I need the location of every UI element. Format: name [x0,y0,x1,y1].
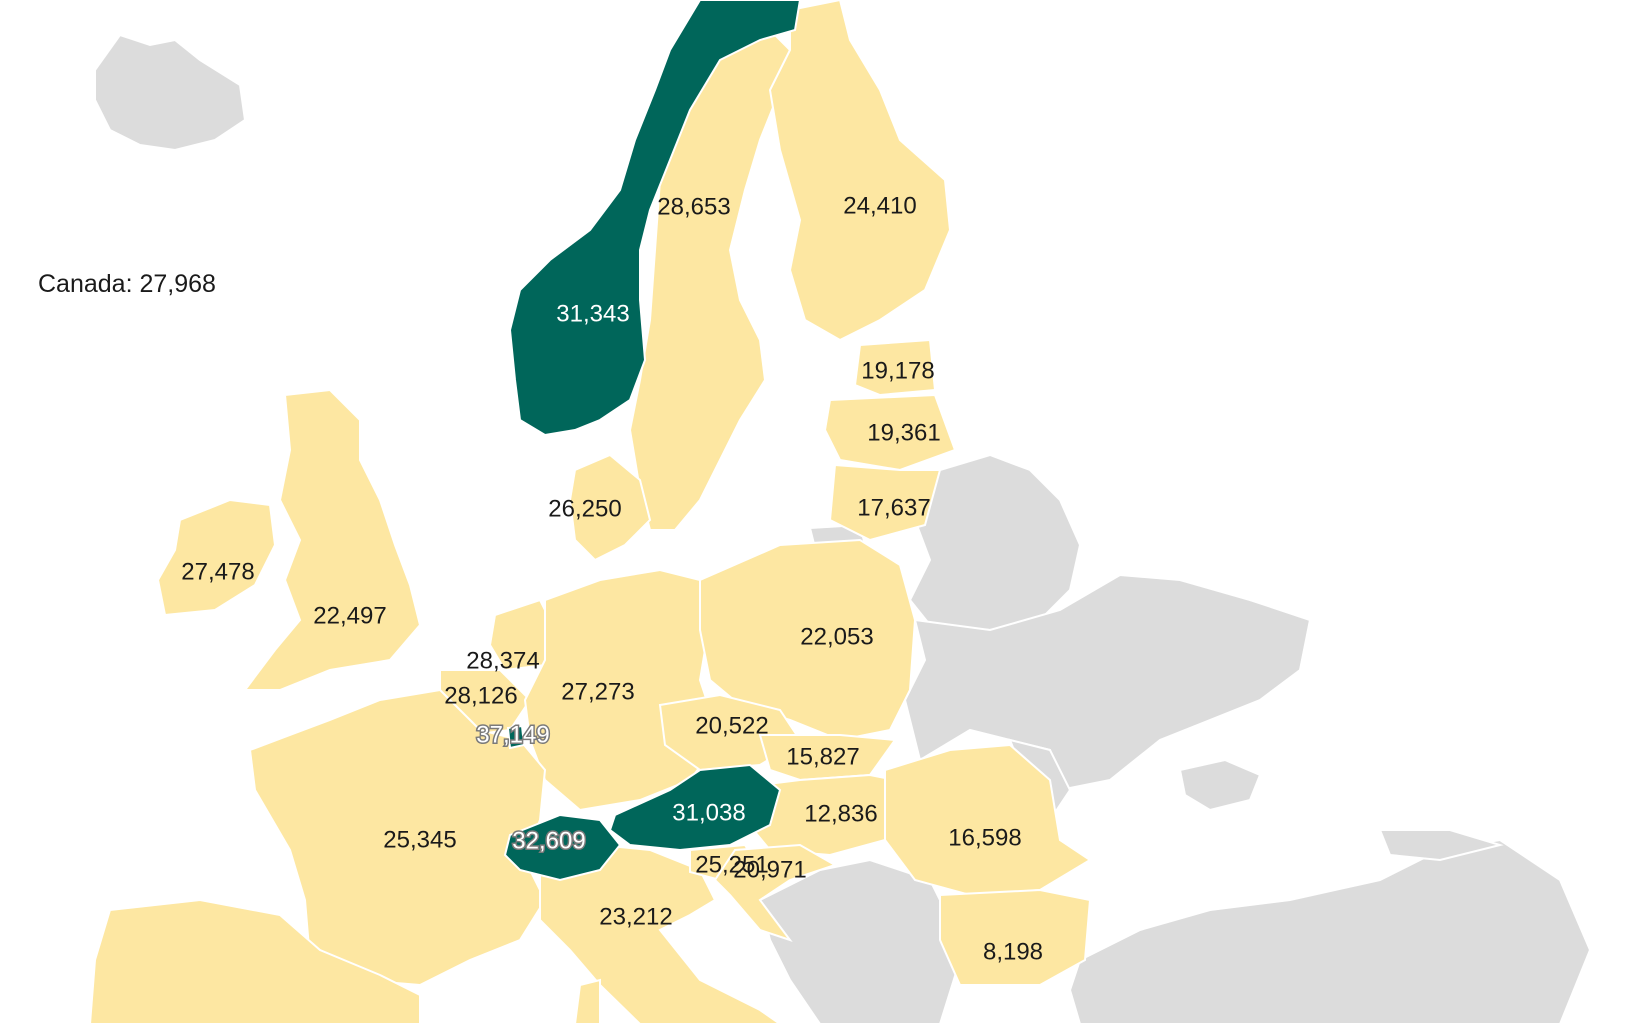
label-austria: 31,038 [672,799,745,826]
label-belgium: 28,126 [444,682,517,709]
uk [243,388,422,691]
luxembourg [506,724,526,750]
label-netherlands: 28,374 [466,647,539,674]
poland [699,538,917,742]
label-estonia: 19,178 [861,357,934,384]
label-switzerland: 32,609 [512,827,585,854]
label-denmark: 26,250 [548,495,621,522]
croatia [713,843,838,942]
denmark [568,453,652,562]
canada-note: Canada: 27,968 [38,270,216,298]
label-poland: 22,053 [800,623,873,650]
label-lithuania: 17,637 [857,494,930,521]
finland [768,0,952,342]
label-slovakia: 15,827 [786,743,859,770]
crimea [1178,758,1262,812]
norway [508,0,802,437]
label-latvia: 19,361 [867,419,940,446]
spain [88,898,421,1024]
austria [608,763,782,852]
ukraine [903,573,1312,792]
lithuania [828,463,942,542]
label-ireland: 27,478 [181,558,254,585]
label-slovenia: 25,251 [695,851,768,878]
sardinia [573,978,601,1024]
label-finland: 24,410 [843,192,916,219]
turkey [1068,838,1592,1024]
ireland [156,498,277,617]
label-uk: 22,497 [313,602,386,629]
bulgaria [939,888,1092,986]
romania [884,743,1092,897]
label-germany: 27,273 [561,678,634,705]
label-czechia: 20,522 [695,712,768,739]
label-romania: 16,598 [948,824,1021,851]
label-norway: 31,343 [556,300,629,327]
label-france: 25,345 [383,826,456,853]
iceland [94,33,247,152]
switzerland [503,813,622,882]
label-bulgaria: 8,198 [983,938,1043,965]
caucasus [1378,829,1504,862]
label-hungary: 12,836 [804,800,877,827]
label-sweden: 28,653 [657,193,730,220]
label-italy: 23,212 [599,903,672,930]
label-croatia: 20,971 [733,856,806,883]
label-luxembourg: 37,149 [476,721,549,748]
estonia [853,338,937,397]
